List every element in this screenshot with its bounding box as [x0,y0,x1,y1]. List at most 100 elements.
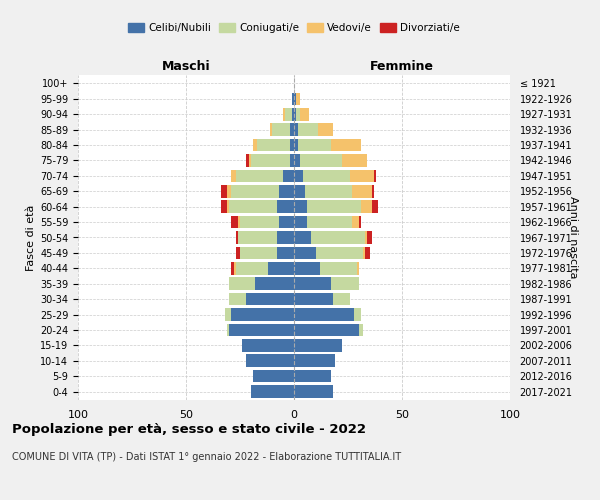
Bar [331,278,359,290]
Bar [294,154,301,167]
Bar [292,108,294,120]
Bar [225,308,232,321]
Bar [294,216,307,228]
Bar [294,124,298,136]
Bar [227,200,229,213]
Bar [240,246,277,259]
Bar [320,262,356,274]
Bar [294,108,296,120]
Bar [232,308,294,321]
Bar [221,185,227,198]
Bar [298,124,318,136]
Bar [294,92,296,105]
Bar [229,293,247,306]
Legend: Celibi/Nubili, Coniugati/e, Vedovi/e, Divorziati/e: Celibi/Nubili, Coniugati/e, Vedovi/e, Di… [124,18,464,37]
Bar [290,154,294,167]
Bar [233,262,236,274]
Bar [279,216,294,228]
Bar [286,108,292,120]
Bar [283,108,286,120]
Bar [270,124,272,136]
Bar [356,262,359,274]
Bar [290,124,294,136]
Bar [355,308,361,321]
Bar [229,324,294,336]
Bar [359,324,363,336]
Bar [277,231,294,244]
Bar [294,200,307,213]
Bar [294,293,333,306]
Bar [307,200,361,213]
Bar [294,370,331,382]
Bar [229,200,277,213]
Bar [292,92,294,105]
Bar [296,92,301,105]
Bar [341,154,367,167]
Bar [372,185,374,198]
Bar [272,124,290,136]
Bar [257,139,290,151]
Bar [298,139,331,151]
Bar [294,185,305,198]
Bar [236,262,268,274]
Bar [240,216,279,228]
Bar [333,293,350,306]
Bar [236,170,283,182]
Bar [372,200,378,213]
Bar [296,108,301,120]
Bar [236,231,238,244]
Bar [268,262,294,274]
Bar [247,154,248,167]
Bar [316,246,363,259]
Bar [359,216,361,228]
Bar [277,200,294,213]
Bar [361,200,372,213]
Bar [301,108,309,120]
Bar [294,262,320,274]
Bar [221,200,227,213]
Bar [253,139,257,151]
Bar [247,354,294,367]
Bar [232,262,233,274]
Bar [232,216,238,228]
Bar [365,246,370,259]
Bar [301,154,341,167]
Bar [374,170,376,182]
Bar [294,385,333,398]
Bar [318,124,333,136]
Bar [294,170,302,182]
Bar [229,278,255,290]
Bar [251,154,290,167]
Bar [277,246,294,259]
Bar [294,278,331,290]
Bar [302,170,350,182]
Bar [253,370,294,382]
Bar [227,185,232,198]
Bar [307,216,352,228]
Bar [242,339,294,351]
Bar [227,324,229,336]
Bar [283,170,294,182]
Text: Femmine: Femmine [370,60,434,72]
Bar [236,246,240,259]
Bar [248,154,251,167]
Bar [294,231,311,244]
Bar [255,278,294,290]
Text: COMUNE DI VITA (TP) - Dati ISTAT 1° gennaio 2022 - Elaborazione TUTTITALIA.IT: COMUNE DI VITA (TP) - Dati ISTAT 1° genn… [12,452,401,462]
Bar [305,185,352,198]
Text: Maschi: Maschi [161,60,211,72]
Bar [365,231,367,244]
Bar [294,246,316,259]
Y-axis label: Fasce di età: Fasce di età [26,204,36,270]
Bar [367,231,372,244]
Bar [238,216,240,228]
Bar [279,185,294,198]
Bar [311,231,365,244]
Bar [294,308,355,321]
Bar [232,185,279,198]
Bar [350,170,374,182]
Y-axis label: Anni di nascita: Anni di nascita [568,196,578,279]
Bar [352,185,372,198]
Bar [290,139,294,151]
Text: Popolazione per età, sesso e stato civile - 2022: Popolazione per età, sesso e stato civil… [12,422,366,436]
